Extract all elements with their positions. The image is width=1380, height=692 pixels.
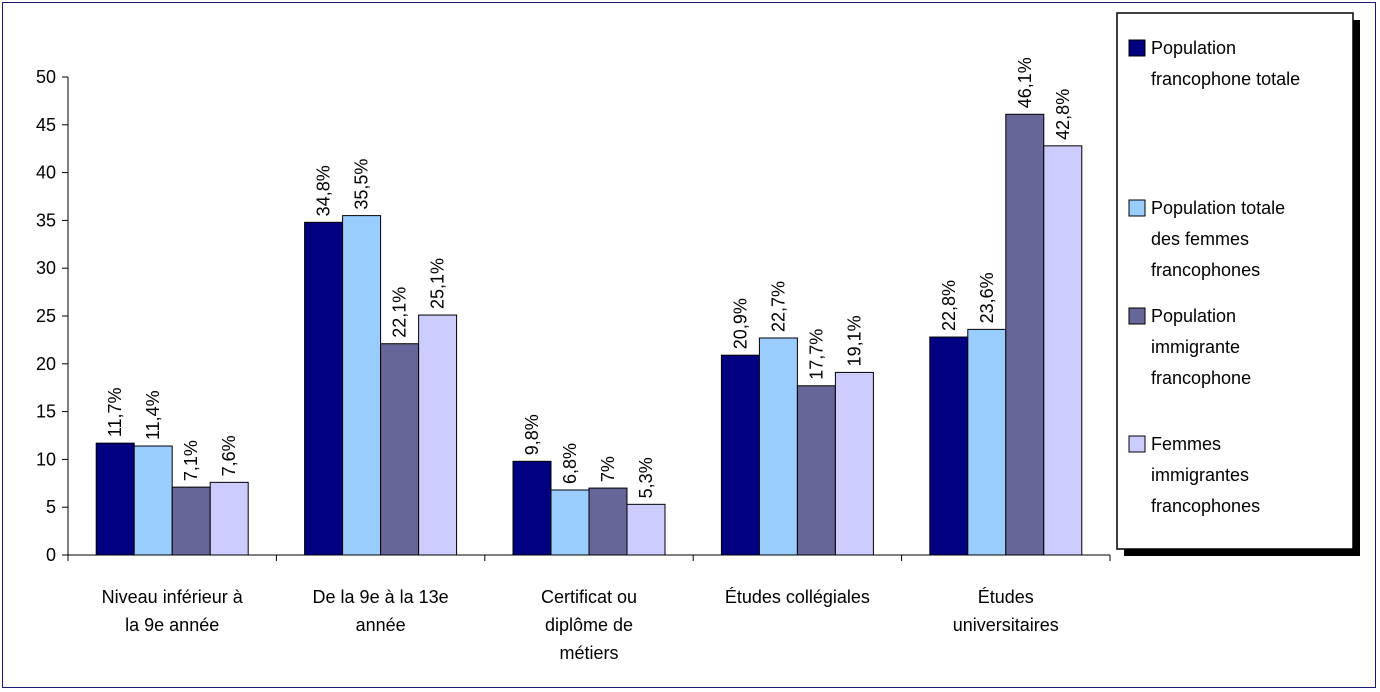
y-tick-label: 25: [36, 306, 56, 326]
x-category-label-line: la 9e année: [125, 615, 219, 635]
bar: [512, 460, 552, 556]
bar: [550, 489, 590, 556]
bar: [588, 487, 628, 556]
data-label: 7,6%: [219, 435, 239, 476]
legend-label-line: francophone totale: [1151, 69, 1300, 89]
data-label: 34,8%: [314, 165, 334, 216]
bar: [133, 445, 173, 556]
data-label: 22,7%: [768, 281, 788, 332]
x-category-label-line: universitaires: [953, 615, 1059, 635]
bar: [380, 343, 420, 556]
y-tick-label: 15: [36, 402, 56, 422]
data-label: 9,8%: [522, 414, 542, 455]
legend-label-line: immigrante: [1151, 337, 1240, 357]
x-category-label-line: Études collégiales: [725, 587, 870, 607]
bar: [796, 385, 836, 556]
bar: [758, 337, 798, 556]
data-label: 23,6%: [977, 272, 997, 323]
y-tick-label: 40: [36, 163, 56, 183]
y-tick-label: 10: [36, 449, 56, 469]
data-label: 46,1%: [1015, 57, 1035, 108]
data-labels: 11,7% 34,8% 9,8% 20,9% 22,8% 11,4% 35,5% 6,8% 22…: [105, 57, 1073, 498]
bar: [626, 503, 666, 556]
legend-label: Population immigrante francophone: [1151, 306, 1251, 388]
x-category-label-line: métiers: [559, 643, 618, 663]
bar: [171, 486, 211, 556]
legend-label-line: Population totale: [1151, 198, 1285, 218]
legend-label: Population francophone totale: [1151, 38, 1300, 89]
legend-swatch: [1128, 435, 1146, 453]
x-category-label-line: Niveau inférieur à: [102, 587, 244, 607]
bar: [929, 336, 969, 556]
data-label: 22,8%: [939, 280, 959, 331]
x-category-label: Études universitaires: [953, 587, 1059, 635]
data-label: 7,1%: [181, 440, 201, 481]
data-label: 17,7%: [806, 329, 826, 380]
y-tick-label: 35: [36, 210, 56, 230]
legend-label-line: Femmes: [1151, 434, 1221, 454]
bar: [1005, 113, 1045, 556]
legend-label-line: Population: [1151, 38, 1236, 58]
bar: [418, 314, 458, 556]
y-tick-label: 50: [36, 67, 56, 87]
bar: [95, 442, 135, 556]
y-tick-label: 30: [36, 258, 56, 278]
bar: [834, 371, 874, 556]
data-label: 5,3%: [636, 457, 656, 498]
legend-label-line: des femmes: [1151, 229, 1249, 249]
data-label: 11,7%: [105, 387, 125, 437]
x-category-label-line: De la 9e à la 13e: [313, 587, 449, 607]
x-category-label: De la 9e à la 13e année: [313, 587, 449, 635]
data-label: 22,1%: [390, 287, 410, 338]
bar: [342, 215, 382, 556]
data-label: 7%: [598, 456, 618, 482]
legend: Population francophone totale Population t…: [1116, 12, 1360, 556]
data-label: 35,5%: [352, 159, 372, 210]
y-tick-label: 5: [46, 497, 56, 517]
bar: [209, 481, 249, 556]
legend-swatch: [1128, 39, 1146, 57]
legend-label-line: francophones: [1151, 496, 1260, 516]
x-category-label-line: Études: [978, 587, 1034, 607]
data-label: 20,9%: [730, 298, 750, 349]
x-category-label: Certificat ou diplôme de métiers: [541, 587, 637, 663]
x-category-label-line: diplôme de: [545, 615, 633, 635]
bar: [967, 328, 1007, 556]
data-label: 25,1%: [428, 258, 448, 309]
legend-label-line: francophones: [1151, 260, 1260, 280]
legend-swatch: [1128, 307, 1146, 325]
data-label: 19,1%: [844, 315, 864, 366]
bar: [1043, 145, 1083, 556]
bar: [304, 221, 344, 556]
x-category-label-line: Certificat ou: [541, 587, 637, 607]
legend-label-line: Population: [1151, 306, 1236, 326]
data-label: 11,4%: [143, 390, 163, 440]
legend-swatch: [1128, 199, 1146, 217]
x-category-label: Études collégiales: [725, 587, 870, 607]
legend-label: Population totale des femmes francophones: [1151, 198, 1285, 280]
bars: [95, 113, 1083, 556]
y-tick-label: 0: [46, 545, 56, 565]
data-label: 6,8%: [560, 443, 580, 484]
y-tick-label: 20: [36, 354, 56, 374]
data-label: 42,8%: [1053, 89, 1073, 140]
y-tick-label: 45: [36, 115, 56, 135]
legend-label-line: immigrantes: [1151, 465, 1249, 485]
x-category-label-line: année: [356, 615, 406, 635]
legend-label: Femmes immigrantes francophones: [1151, 434, 1260, 516]
x-category-label: Niveau inférieur à la 9e année: [102, 587, 244, 635]
legend-box: [1116, 12, 1354, 550]
bar: [720, 354, 760, 556]
legend-label-line: francophone: [1151, 368, 1251, 388]
